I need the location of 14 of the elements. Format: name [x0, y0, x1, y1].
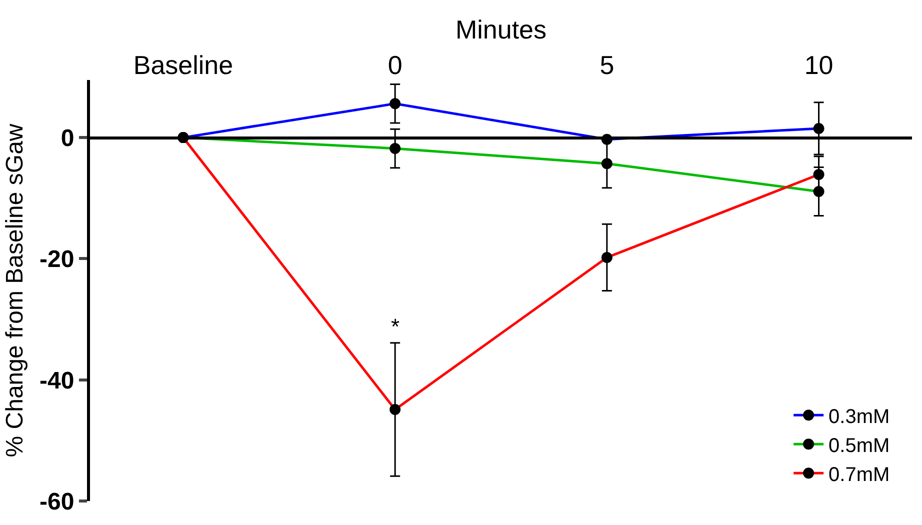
x-axis-title: Minutes	[455, 14, 547, 45]
y-tick-label: -60	[40, 488, 74, 516]
y-axis-title: % Change from Baseline sGaw	[2, 123, 29, 458]
y-tick-label: -40	[40, 367, 74, 394]
annotation: *	[391, 314, 400, 339]
x-tick-label: 5	[600, 50, 614, 80]
legend-label: 0.5mM	[828, 434, 890, 457]
x-tick-label: 10	[804, 50, 834, 80]
x-tick-label: 0	[388, 50, 402, 80]
legend-label: 0.7mM	[828, 464, 890, 486]
legend-label: 0.3mM	[828, 406, 890, 428]
y-tick-label: -20	[40, 246, 74, 274]
y-tick-label: 0	[60, 124, 74, 152]
x-tick-label: Baseline	[133, 50, 234, 80]
